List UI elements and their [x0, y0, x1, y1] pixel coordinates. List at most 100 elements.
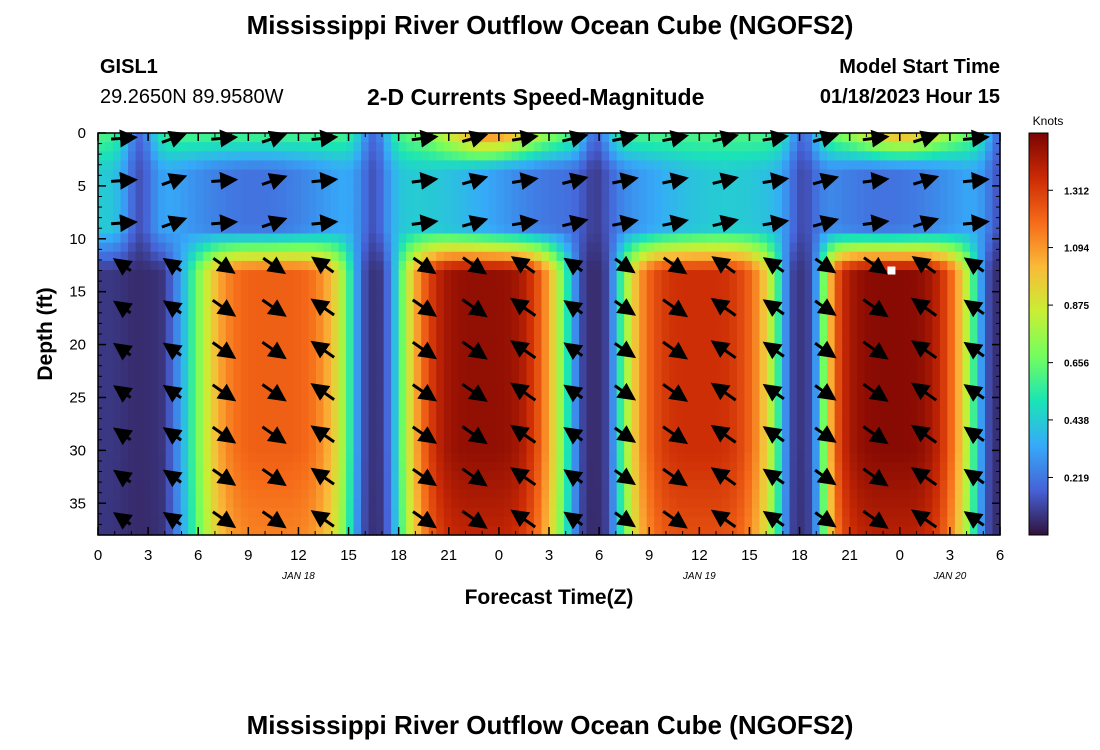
heatmap-cell	[804, 169, 813, 180]
heatmap-cell	[624, 397, 633, 408]
heatmap-cell	[631, 498, 640, 509]
heatmap-cell	[353, 270, 362, 280]
heatmap-cell	[744, 416, 753, 426]
heatmap-cell	[203, 407, 212, 417]
heatmap-cell	[526, 343, 535, 353]
heatmap-cell	[564, 196, 573, 207]
heatmap-cell	[939, 324, 948, 335]
heatmap-cell	[684, 251, 693, 262]
heatmap-cell	[308, 452, 317, 463]
heatmap-cell	[436, 142, 445, 152]
heatmap-cell	[849, 187, 858, 198]
heatmap-cell	[556, 142, 565, 152]
heatmap-cell	[549, 352, 558, 363]
heatmap-cell	[338, 324, 347, 335]
heatmap-cell	[879, 151, 888, 162]
heatmap-cell	[751, 343, 761, 353]
heatmap-cell	[233, 324, 242, 335]
heatmap-cell	[579, 416, 588, 426]
heatmap-cell	[331, 489, 340, 500]
heatmap-cell	[443, 489, 452, 500]
heatmap-cell	[270, 315, 279, 326]
heatmap-cell	[917, 434, 926, 445]
heatmap-cell	[782, 160, 791, 171]
heatmap-cell	[255, 206, 264, 216]
heatmap-cell	[150, 215, 159, 225]
heatmap-cell	[699, 361, 708, 372]
heatmap-cell	[812, 169, 821, 180]
heatmap-cell	[766, 206, 776, 216]
heatmap-cell	[706, 452, 715, 463]
heatmap-cell	[631, 297, 640, 308]
heatmap-cell	[436, 260, 445, 271]
heatmap-cell	[586, 471, 595, 481]
heatmap-cell	[293, 133, 302, 143]
heatmap-cell	[744, 206, 753, 216]
heatmap-cell	[556, 370, 565, 381]
heatmap-cell	[601, 352, 610, 363]
heatmap-cell	[691, 160, 700, 171]
heatmap-cell	[594, 471, 603, 481]
heatmap-cell	[225, 334, 234, 344]
heatmap-cell	[639, 352, 648, 363]
heatmap-cell	[564, 215, 573, 225]
heatmap-cell	[428, 196, 437, 207]
heatmap-cell	[353, 315, 362, 326]
heatmap-cell	[661, 288, 670, 299]
heatmap-cell	[526, 151, 535, 162]
heatmap-cell	[496, 388, 505, 399]
heatmap-cell	[135, 196, 144, 207]
heatmap-cell	[466, 315, 475, 326]
heatmap-cell	[511, 443, 520, 454]
heatmap-cell	[782, 370, 791, 381]
heatmap-cell	[428, 334, 437, 344]
heatmap-cell	[481, 397, 490, 408]
heatmap-cell	[879, 397, 888, 408]
heatmap-cell	[939, 187, 948, 198]
heatmap-cell	[270, 334, 279, 344]
heatmap-cell	[616, 452, 625, 463]
heatmap-cell	[353, 498, 362, 509]
heatmap-cell	[406, 443, 415, 454]
heatmap-cell	[706, 178, 715, 189]
heatmap-cell	[436, 471, 445, 481]
heatmap-cell	[323, 233, 332, 244]
heatmap-cell	[902, 443, 911, 454]
heatmap-cell	[646, 425, 655, 436]
heatmap-cell	[571, 334, 580, 344]
heatmap-cell	[736, 169, 746, 180]
heatmap-cell	[150, 388, 159, 399]
heatmap-cell	[691, 361, 700, 372]
heatmap-cell	[789, 133, 798, 143]
heatmap-cell	[285, 525, 295, 536]
heatmap-cell	[782, 498, 791, 509]
heatmap-cell	[98, 489, 107, 500]
heatmap-cell	[579, 407, 588, 417]
heatmap-cell	[691, 352, 700, 363]
heatmap-cell	[804, 370, 813, 381]
heatmap-cell	[406, 379, 415, 390]
heatmap-cell	[451, 471, 460, 481]
heatmap-cell	[150, 151, 159, 162]
heatmap-cell	[564, 270, 573, 280]
heatmap-cell	[150, 233, 159, 244]
heatmap-cell	[203, 251, 212, 262]
heatmap-cell	[323, 461, 332, 472]
heatmap-cell	[398, 233, 407, 244]
heatmap-cell	[646, 196, 655, 207]
heatmap-cell	[255, 434, 264, 445]
heatmap-cell	[331, 361, 340, 372]
heatmap-cell	[255, 315, 264, 326]
heatmap-cell	[699, 471, 708, 481]
heatmap-cell	[939, 224, 948, 235]
heatmap-cell	[661, 434, 670, 445]
heatmap-cell	[751, 379, 761, 390]
heatmap-cell	[789, 288, 798, 299]
heatmap-cell	[564, 206, 573, 216]
heatmap-cell	[180, 489, 189, 500]
heatmap-cell	[308, 279, 317, 289]
heatmap-cell	[902, 224, 911, 235]
heatmap-cell	[443, 507, 452, 518]
heatmap-cell	[624, 324, 633, 335]
heatmap-cell	[346, 343, 355, 353]
